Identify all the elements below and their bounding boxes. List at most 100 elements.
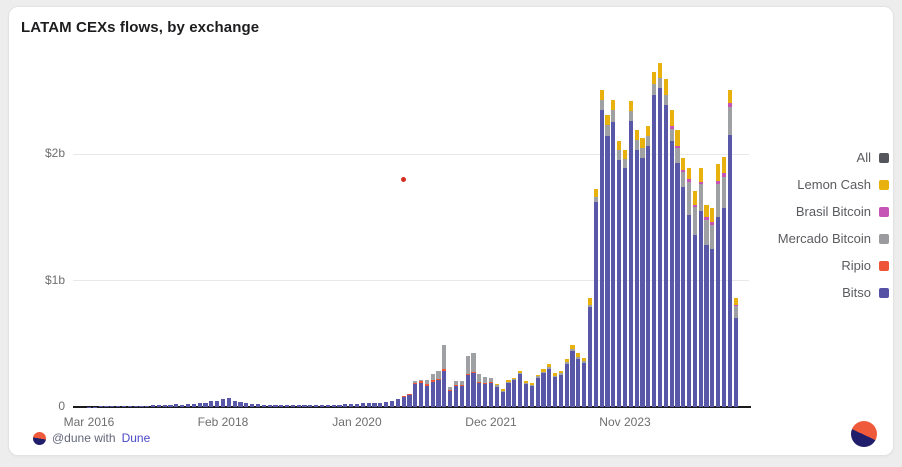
legend-item-ripio[interactable]: Ripio <box>778 252 889 279</box>
bar-apr-2016[interactable] <box>92 406 97 407</box>
bar-dec-2020[interactable] <box>418 379 424 407</box>
bar-dec-2024[interactable] <box>698 167 703 407</box>
bar-sep-2019[interactable] <box>331 405 336 407</box>
bar-nov-2024[interactable] <box>692 190 697 407</box>
bar-mar-2017[interactable] <box>156 405 161 407</box>
bar-mar-2024[interactable] <box>646 126 651 407</box>
bar-sep-2017[interactable] <box>191 403 196 407</box>
bar-feb-2021[interactable] <box>430 373 435 407</box>
bar-nov-2017[interactable] <box>203 402 208 407</box>
legend-item-lemon-cash[interactable]: Lemon Cash <box>778 171 889 198</box>
bar-may-2021[interactable] <box>448 387 453 407</box>
dune-brand-link[interactable]: Dune <box>121 431 151 445</box>
bar-oct-2024[interactable] <box>686 167 692 407</box>
bar-jul-2020[interactable] <box>389 400 395 407</box>
legend-item-all[interactable]: All <box>778 144 889 171</box>
bar-feb-2023[interactable] <box>570 345 575 407</box>
bar-aug-2022[interactable] <box>535 374 540 407</box>
bar-aug-2018[interactable] <box>255 404 261 407</box>
bar-aug-2023[interactable] <box>605 114 610 407</box>
bar-aug-2019[interactable] <box>325 405 330 407</box>
bar-sep-2018[interactable] <box>261 404 266 407</box>
bar-jan-2024[interactable] <box>634 130 639 407</box>
bar-dec-2022[interactable] <box>558 370 563 407</box>
bar-nov-2016[interactable] <box>133 405 138 407</box>
bar-jul-2023[interactable] <box>599 89 604 407</box>
bar-may-2024[interactable] <box>657 62 663 407</box>
bar-jul-2024[interactable] <box>669 109 674 407</box>
bar-jun-2017[interactable] <box>174 404 179 407</box>
bar-may-2025[interactable] <box>727 89 732 407</box>
bar-apr-2024[interactable] <box>652 71 657 407</box>
bar-apr-2017[interactable] <box>162 405 167 407</box>
bar-aug-2017[interactable] <box>185 404 191 407</box>
bar-jan-2025[interactable] <box>704 204 709 407</box>
bar-may-2022[interactable] <box>518 370 523 407</box>
bar-nov-2019[interactable] <box>343 404 348 407</box>
bar-apr-2021[interactable] <box>442 345 447 407</box>
bar-apr-2025[interactable] <box>721 156 727 407</box>
bar-aug-2016[interactable] <box>116 406 121 407</box>
bar-apr-2023[interactable] <box>582 357 587 407</box>
bar-nov-2023[interactable] <box>622 150 628 407</box>
bar-jun-2023[interactable] <box>593 189 598 407</box>
dune-logo-icon[interactable] <box>851 421 877 447</box>
bar-may-2017[interactable] <box>168 404 173 407</box>
bar-jun-2020[interactable] <box>384 401 389 407</box>
bar-mar-2025[interactable] <box>716 164 721 407</box>
bar-jul-2017[interactable] <box>180 404 185 407</box>
legend-item-mercado-bitcoin[interactable]: Mercado Bitcoin <box>778 225 889 252</box>
bar-feb-2017[interactable] <box>150 405 156 407</box>
bar-jul-2022[interactable] <box>529 383 534 407</box>
bar-jul-2019[interactable] <box>319 404 325 407</box>
bar-dec-2018[interactable] <box>279 405 284 407</box>
bar-mar-2023[interactable] <box>576 353 581 407</box>
bar-feb-2018[interactable] <box>220 399 226 407</box>
bar-sep-2024[interactable] <box>681 157 686 407</box>
bar-mar-2019[interactable] <box>296 405 301 407</box>
bar-jun-2025[interactable] <box>733 297 738 407</box>
bar-sep-2021[interactable] <box>471 352 476 407</box>
bar-may-2019[interactable] <box>308 404 313 407</box>
bar-aug-2024[interactable] <box>675 130 680 407</box>
bar-oct-2018[interactable] <box>267 404 272 407</box>
bar-oct-2022[interactable] <box>547 364 552 407</box>
bar-jun-2018[interactable] <box>244 403 249 407</box>
bar-jun-2024[interactable] <box>663 79 668 407</box>
bar-may-2018[interactable] <box>238 401 243 407</box>
bar-feb-2020[interactable] <box>360 403 365 407</box>
bar-oct-2023[interactable] <box>617 141 622 407</box>
bar-sep-2023[interactable] <box>611 99 616 407</box>
bar-oct-2016[interactable] <box>127 406 132 407</box>
bar-oct-2017[interactable] <box>197 403 202 407</box>
bar-apr-2019[interactable] <box>302 405 307 407</box>
bar-may-2023[interactable] <box>587 298 593 407</box>
bar-dec-2023[interactable] <box>628 100 633 407</box>
bar-jun-2016[interactable] <box>104 406 109 407</box>
bar-jul-2021[interactable] <box>459 381 464 407</box>
bar-nov-2020[interactable] <box>413 381 418 407</box>
bar-oct-2021[interactable] <box>477 374 482 407</box>
bar-nov-2022[interactable] <box>552 373 558 407</box>
bar-mar-2016[interactable] <box>86 406 92 407</box>
bar-jul-2018[interactable] <box>250 403 255 407</box>
legend-item-brasil-bitcoin[interactable]: Brasil Bitcoin <box>778 198 889 225</box>
bar-jul-2016[interactable] <box>110 406 115 407</box>
bar-mar-2021[interactable] <box>436 371 441 407</box>
bar-jan-2017[interactable] <box>145 405 150 407</box>
bar-jan-2019[interactable] <box>284 405 290 407</box>
bar-jan-2018[interactable] <box>215 401 220 407</box>
bar-nov-2021[interactable] <box>483 376 488 407</box>
bar-feb-2022[interactable] <box>500 389 505 407</box>
bar-mar-2020[interactable] <box>366 402 371 407</box>
bar-jun-2022[interactable] <box>523 381 529 407</box>
bar-feb-2019[interactable] <box>290 405 295 407</box>
bar-oct-2019[interactable] <box>337 404 342 407</box>
bar-dec-2016[interactable] <box>139 405 144 407</box>
bar-nov-2018[interactable] <box>273 405 278 407</box>
bar-apr-2020[interactable] <box>372 403 377 407</box>
bar-aug-2020[interactable] <box>395 398 400 407</box>
bar-aug-2021[interactable] <box>465 356 470 407</box>
bar-apr-2022[interactable] <box>512 377 517 407</box>
bar-sep-2022[interactable] <box>541 369 546 407</box>
